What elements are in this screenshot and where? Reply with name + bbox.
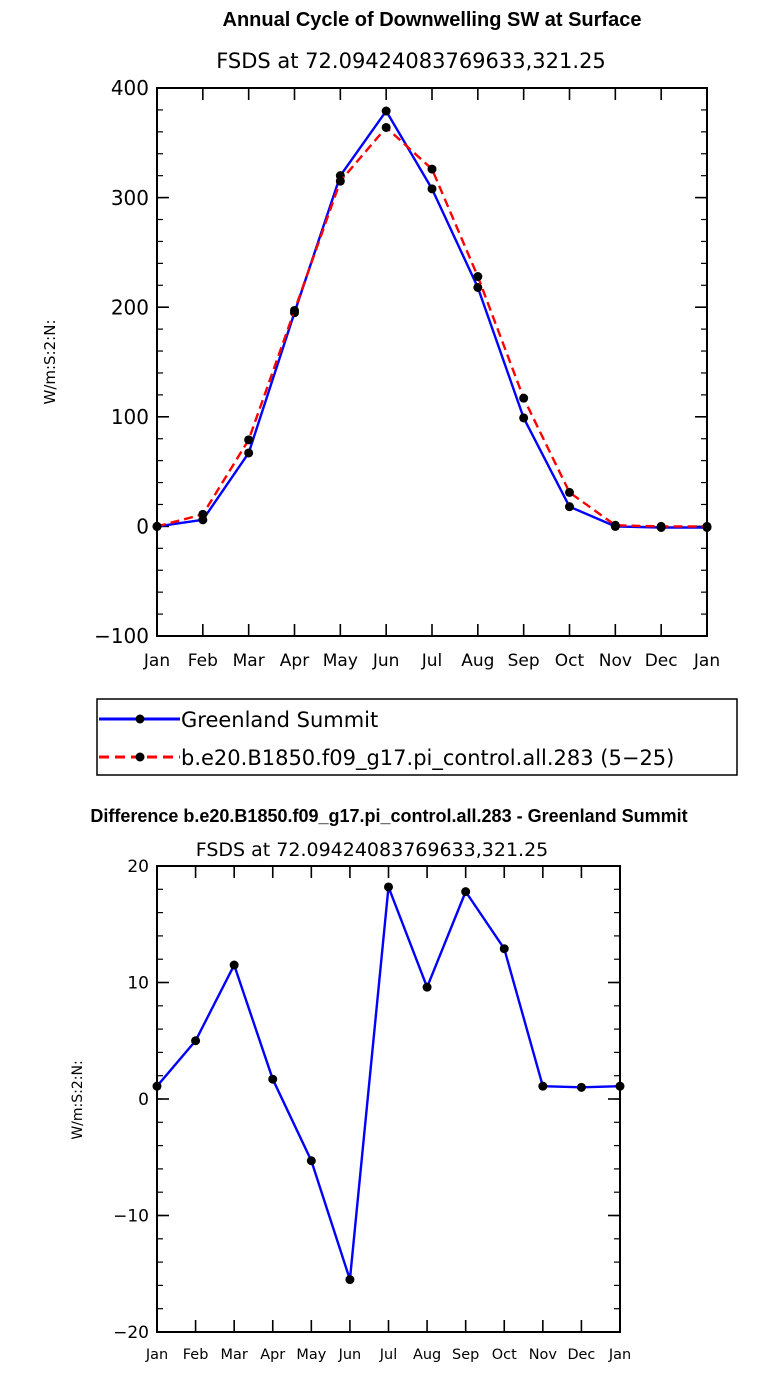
y-tick-label: 100 <box>111 405 149 429</box>
x-tick-label: May <box>296 1347 326 1363</box>
series-1-point <box>427 164 437 174</box>
series-1-point <box>519 393 529 403</box>
chart-difference: Difference b.e20.B1850.f09_g17.pi_contro… <box>70 806 688 1363</box>
x-tick-label: Nov <box>529 1347 558 1363</box>
chart-title: Annual Cycle of Downwelling SW at Surfac… <box>223 9 642 31</box>
x-tick-label: Dec <box>645 651 678 671</box>
y-tick-label: 10 <box>127 974 149 994</box>
chart-title: Difference b.e20.B1850.f09_g17.pi_contro… <box>90 806 687 826</box>
series-0-point <box>268 1074 278 1084</box>
series-1-point <box>290 305 299 315</box>
series-0-point <box>345 1275 355 1285</box>
series-0-point <box>538 1081 548 1091</box>
series-1-point <box>198 509 208 519</box>
series-0-point <box>422 982 432 992</box>
series-0-point <box>384 882 393 892</box>
x-tick-label: Oct <box>555 651 585 671</box>
y-tick-label: 20 <box>127 857 149 877</box>
chart-subtitle: FSDS at 72.09424083769633,321.25 <box>196 839 549 861</box>
series-0-point <box>576 1082 586 1092</box>
y-tick-label: 0 <box>138 1090 149 1110</box>
y-tick-label: 300 <box>111 186 149 210</box>
series-0-point <box>519 413 529 423</box>
series-1-point <box>610 520 620 530</box>
legend-label-pi-control: b.e20.B1850.f09_g17.pi_control.all.283 (… <box>181 746 674 771</box>
x-tick-label: Mar <box>221 1347 248 1363</box>
series-0-point <box>565 502 574 512</box>
series-1-point <box>244 435 254 445</box>
x-tick-label: Jan <box>145 1347 168 1363</box>
series-0-point <box>229 960 239 970</box>
y-axis-label: W/m:S:2:N: <box>41 320 59 405</box>
series-0-point <box>461 887 471 897</box>
series-0-point <box>473 282 483 292</box>
series-line-0 <box>156 885 621 1281</box>
series-0-point <box>427 184 437 194</box>
legend-marker-pi-control <box>135 752 145 762</box>
y-tick-label: −10 <box>113 1207 149 1227</box>
x-tick-label: Jan <box>693 651 720 671</box>
series-0-point <box>244 448 254 458</box>
y-axis-label: W/m:S:2:N: <box>70 1060 86 1139</box>
series-0-point <box>381 106 391 116</box>
x-tick-label: Feb <box>188 651 218 671</box>
x-tick-label: Jun <box>338 1347 362 1363</box>
y-tick-label: 0 <box>136 515 149 539</box>
y-tick-label: −20 <box>113 1323 149 1343</box>
series-1-point <box>565 487 574 497</box>
series-1-point <box>702 521 712 531</box>
x-tick-label: Sep <box>452 1347 479 1363</box>
x-tick-label: Jan <box>143 651 170 671</box>
y-tick-label: −100 <box>94 624 149 648</box>
x-tick-label: May <box>323 651 358 671</box>
series-1-point <box>656 521 666 531</box>
x-tick-label: Sep <box>508 651 540 671</box>
x-tick-label: Jul <box>421 651 443 671</box>
x-tick-label: Apr <box>260 1347 285 1363</box>
x-tick-label: Aug <box>413 1347 441 1363</box>
plot-area: −20 −10 0 10 20 Jan Feb Mar Apr May Jun Jul Aug Sep Oc… <box>113 857 631 1363</box>
legend-box <box>96 698 738 776</box>
x-tick-label: Feb <box>183 1347 209 1363</box>
x-tick-label: Oct <box>492 1347 517 1363</box>
x-tick-label: Nov <box>599 651 632 671</box>
y-tick-label: 400 <box>111 76 149 100</box>
series-0-point <box>499 944 509 954</box>
x-tick-label: Mar <box>233 651 265 671</box>
legend-label-greenland-summit: Greenland Summit <box>181 708 378 732</box>
plot-frame <box>156 865 621 1333</box>
series-1-point <box>335 176 345 186</box>
x-tick-label: Jan <box>608 1347 631 1363</box>
series-0-point <box>615 1081 625 1091</box>
legend: Greenland Summit b.e20.B1850.f09_g17.pi_… <box>96 698 738 776</box>
series-1-point <box>381 122 391 132</box>
series-0-point <box>152 1081 162 1091</box>
chart-subtitle: FSDS at 72.09424083769633,321.25 <box>216 49 606 73</box>
series-1-point <box>473 272 483 282</box>
x-tick-label: Jun <box>372 651 400 671</box>
x-tick-label: Dec <box>567 1347 595 1363</box>
series-1-point <box>152 521 162 531</box>
y-tick-label: 200 <box>111 295 149 319</box>
chart-annual-cycle: Annual Cycle of Downwelling SW at Surfac… <box>41 9 738 776</box>
x-tick-label: Aug <box>461 651 494 671</box>
x-tick-label: Apr <box>280 651 309 671</box>
plot-area: −100 0 100 200 300 400 Jan Feb Mar Apr May Jun Jul Au… <box>94 76 720 671</box>
series-0-point <box>306 1156 316 1166</box>
x-tick-label: Jul <box>379 1347 397 1363</box>
series-0-point <box>191 1036 201 1046</box>
legend-marker-greenland-summit <box>135 714 145 724</box>
